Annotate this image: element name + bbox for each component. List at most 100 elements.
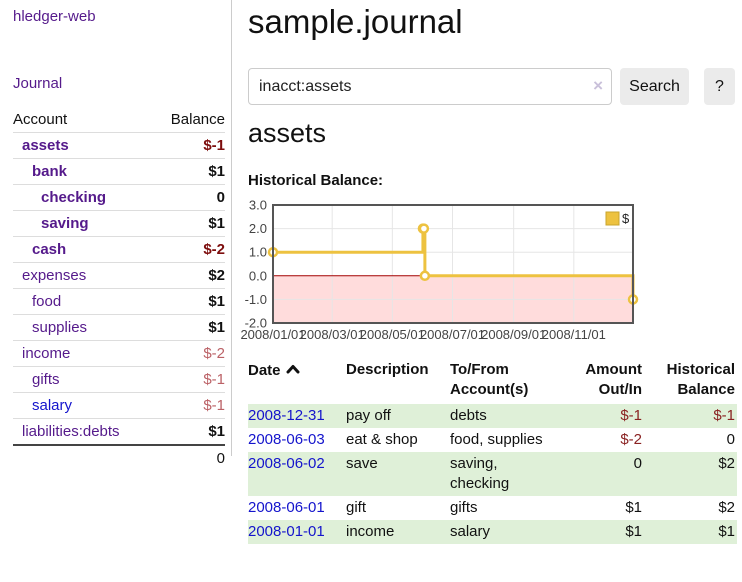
svg-text:-1.0: -1.0: [245, 292, 267, 307]
account-balance: $1: [153, 418, 225, 445]
account-row: saving $1: [13, 210, 225, 237]
accounts-header-balance: Balance: [170, 111, 225, 128]
search-box: ×: [248, 68, 612, 105]
account-balance: $-2: [153, 236, 225, 263]
transaction-date-link[interactable]: 2008-01-01: [248, 523, 325, 540]
account-row: bank $1: [13, 158, 225, 185]
page-title: sample.journal: [248, 3, 463, 40]
account-link[interactable]: income: [22, 345, 71, 362]
app-brand-link[interactable]: hledger-web: [13, 8, 96, 25]
account-link[interactable]: salary: [32, 397, 73, 414]
account-row: checking 0: [13, 184, 225, 211]
account-link[interactable]: cash: [32, 241, 67, 258]
accounts-header-account: Account: [13, 111, 68, 128]
account-balance: $-1: [153, 392, 225, 419]
account-balance: $1: [153, 314, 225, 341]
register-header-date[interactable]: Date: [248, 358, 346, 404]
transaction-date-link[interactable]: 2008-06-02: [248, 455, 325, 472]
account-heading: assets: [248, 118, 327, 148]
register-header-balance[interactable]: Historical Balance: [666, 361, 735, 398]
help-button[interactable]: ?: [704, 68, 735, 105]
account-balance: 0: [153, 184, 225, 211]
transaction-accounts-cell: salary: [450, 520, 572, 544]
transaction-row: 2008-01-01 income salary $1 $1: [248, 520, 737, 544]
account-link[interactable]: gifts: [32, 371, 60, 388]
account-balance: $1: [153, 158, 225, 185]
svg-text:2008/09/01: 2008/09/01: [481, 327, 546, 342]
account-link[interactable]: food: [32, 293, 62, 310]
account-row: gifts $-1: [13, 366, 225, 393]
transaction-row: 2008-06-01 gift gifts $1 $2: [248, 496, 737, 520]
svg-text:3.0: 3.0: [249, 200, 267, 213]
balance-chart: $3.0 2.0 1.0 0.0 -1.0 -2.0 2008/01/01 2008/03/0…: [240, 198, 742, 350]
transaction-date-cell: 2008-12-31: [248, 404, 346, 428]
search-input[interactable]: [248, 68, 612, 105]
transaction-description-cell: eat & shop: [346, 431, 418, 448]
register-header-amount[interactable]: Amount Out/In: [585, 361, 642, 398]
transaction-date-link[interactable]: 2008-12-31: [248, 407, 325, 424]
svg-text:1.0: 1.0: [249, 245, 267, 260]
accounts-total-row: 0: [13, 444, 225, 471]
account-link[interactable]: bank: [32, 163, 68, 180]
transaction-amount-cell: $1: [625, 499, 642, 516]
transaction-accounts-cell: saving, checking: [450, 452, 572, 496]
account-row: expenses $2: [13, 262, 225, 289]
transaction-accounts-cell: food, supplies: [450, 431, 543, 448]
transaction-amount-cell: $1: [572, 520, 644, 544]
svg-text:2008/01/01: 2008/01/01: [240, 327, 305, 342]
account-row: cash $-2: [13, 236, 225, 263]
search-form: × Search ?: [248, 68, 735, 105]
account-link[interactable]: expenses: [22, 267, 87, 284]
account-link[interactable]: saving: [41, 215, 89, 232]
transaction-description-cell: gift: [346, 499, 367, 516]
sort-asc-icon: [286, 360, 300, 380]
sidebar-item-journal[interactable]: Journal: [13, 75, 63, 92]
svg-text:2008/05/01: 2008/05/01: [360, 327, 425, 342]
svg-text:2008/07/01: 2008/07/01: [420, 327, 485, 342]
transaction-date-link[interactable]: 2008-06-01: [248, 499, 325, 516]
sidebar: hledger-web Journal Account Balance asse…: [0, 0, 232, 471]
transaction-row: 2008-12-31 pay off debts $-1 $-1: [248, 404, 737, 428]
account-balance: $2: [153, 262, 225, 289]
transaction-amount-cell: $-1: [572, 404, 644, 428]
account-link[interactable]: supplies: [32, 319, 88, 336]
svg-text:$: $: [622, 211, 630, 226]
transaction-date-link[interactable]: 2008-06-03: [248, 431, 325, 448]
chart-title: Historical Balance:: [248, 172, 384, 189]
account-link[interactable]: liabilities:debts: [22, 423, 120, 440]
transaction-description-cell: income: [346, 520, 450, 544]
transaction-date-cell: 2008-06-03: [248, 428, 346, 452]
account-row: assets $-1: [13, 132, 225, 159]
account-balance: $-2: [153, 340, 225, 367]
svg-text:-2.0: -2.0: [245, 316, 267, 331]
transaction-accounts-cell: debts: [450, 404, 572, 428]
register-header-description[interactable]: Description: [346, 361, 429, 378]
transaction-balance-cell: $-1: [644, 404, 737, 428]
account-balance: $-1: [153, 132, 225, 159]
transaction-date-cell: 2008-06-02: [248, 452, 346, 496]
accounts-table: Account Balance assets $-1 bank $1 checking 0…: [13, 107, 225, 471]
svg-text:2008/11/01: 2008/11/01: [542, 327, 606, 342]
register-header-accounts[interactable]: To/From Account(s): [450, 361, 529, 398]
transaction-row: 2008-06-03 eat & shop food, supplies $-2 0: [248, 428, 737, 452]
transaction-description-cell: pay off: [346, 404, 450, 428]
balance-chart-svg: $3.0 2.0 1.0 0.0 -1.0 -2.02008/01/012008/03/0…: [240, 198, 639, 342]
accounts-total-balance: 0: [153, 444, 225, 471]
account-row: food $1: [13, 288, 225, 315]
transaction-amount-cell: 0: [572, 452, 644, 496]
svg-text:0.0: 0.0: [249, 268, 267, 283]
account-link[interactable]: checking: [41, 189, 107, 206]
account-link[interactable]: assets: [22, 137, 69, 154]
svg-text:2008/03/01: 2008/03/01: [300, 327, 365, 342]
account-row: salary $-1: [13, 392, 225, 419]
transaction-balance-cell: $2: [644, 452, 737, 496]
account-balance: $-1: [153, 366, 225, 393]
transaction-date-cell: 2008-01-01: [248, 520, 346, 544]
transaction-accounts-cell: gifts: [450, 499, 478, 516]
clear-search-icon[interactable]: ×: [593, 76, 603, 95]
transaction-balance-cell: $2: [718, 499, 735, 516]
search-button[interactable]: Search: [620, 68, 689, 105]
transaction-balance-cell: $1: [644, 520, 737, 544]
transaction-description-cell: save: [346, 452, 450, 496]
